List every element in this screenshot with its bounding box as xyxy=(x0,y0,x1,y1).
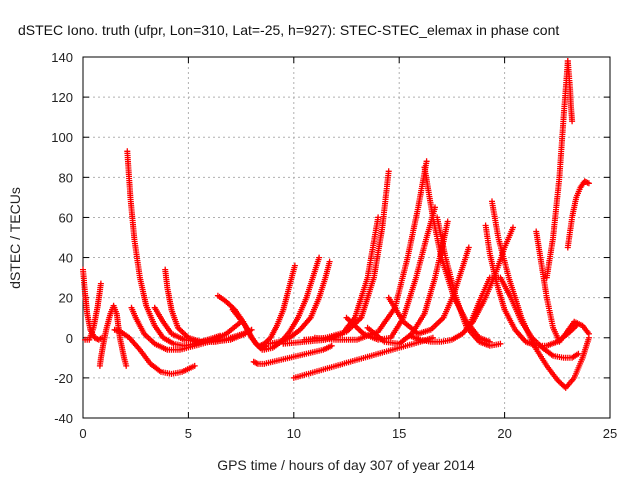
data-point xyxy=(253,360,260,367)
data-point xyxy=(510,224,516,231)
data-series xyxy=(128,304,245,353)
y-tick-label: 80 xyxy=(59,170,73,185)
data-series xyxy=(301,168,392,343)
data-point xyxy=(191,362,198,369)
y-tick-label: 60 xyxy=(59,210,73,225)
y-tick-label: 0 xyxy=(66,331,73,346)
data-point xyxy=(497,340,504,347)
data-point xyxy=(375,214,382,221)
y-tick-label: 120 xyxy=(51,90,73,105)
data-series xyxy=(265,258,333,347)
data-point xyxy=(291,262,298,269)
data-series xyxy=(489,198,592,391)
data-series xyxy=(564,58,576,125)
y-tick-label: 140 xyxy=(51,50,73,65)
data-series xyxy=(111,326,198,377)
x-tick-label: 0 xyxy=(79,426,86,441)
data-series xyxy=(311,158,430,343)
data-series xyxy=(82,280,104,343)
data-series xyxy=(162,266,255,345)
data-series xyxy=(543,58,571,281)
data-series xyxy=(96,302,130,369)
x-tick-label: 20 xyxy=(497,426,511,441)
y-tick-label: 20 xyxy=(59,291,73,306)
x-tick-label: 10 xyxy=(287,426,301,441)
data-point xyxy=(585,330,592,337)
data-series xyxy=(533,228,592,345)
data-point xyxy=(423,158,430,165)
x-axis-label: GPS time / hours of day 307 of year 2014 xyxy=(217,457,475,473)
data-point xyxy=(585,180,592,187)
data-series xyxy=(421,164,493,345)
x-tick-label: 15 xyxy=(392,426,406,441)
data-series xyxy=(257,262,298,349)
data-marks xyxy=(80,58,592,391)
data-point xyxy=(328,342,335,349)
x-tick-label: 25 xyxy=(603,426,617,441)
data-point xyxy=(465,244,472,251)
data-series xyxy=(124,148,223,349)
y-tick-label: 100 xyxy=(51,130,73,145)
data-series xyxy=(250,342,335,367)
plot-frame xyxy=(82,56,611,419)
data-series xyxy=(564,178,592,251)
y-tick-label: -40 xyxy=(54,411,73,426)
data-point xyxy=(123,362,130,369)
y-axis-label: dSTEC / TECUs xyxy=(7,187,23,289)
chart-title: dSTEC Iono. truth (ufpr, Lon=310, Lat=-2… xyxy=(18,22,559,38)
data-series xyxy=(261,254,323,353)
data-point xyxy=(316,254,323,261)
data-point xyxy=(326,258,333,265)
x-tick-label: 5 xyxy=(185,426,192,441)
data-point xyxy=(575,350,582,357)
data-point xyxy=(385,168,392,175)
data-point xyxy=(444,218,451,225)
data-point xyxy=(569,118,576,125)
data-series xyxy=(434,214,504,349)
y-tick-label: -20 xyxy=(54,371,73,386)
y-tick-label: 40 xyxy=(59,251,73,266)
axes: 0 5 10 15 20 25 -40 -20 0 20 40 60 80 100 120 140 xyxy=(51,50,617,441)
data-point xyxy=(97,280,104,287)
